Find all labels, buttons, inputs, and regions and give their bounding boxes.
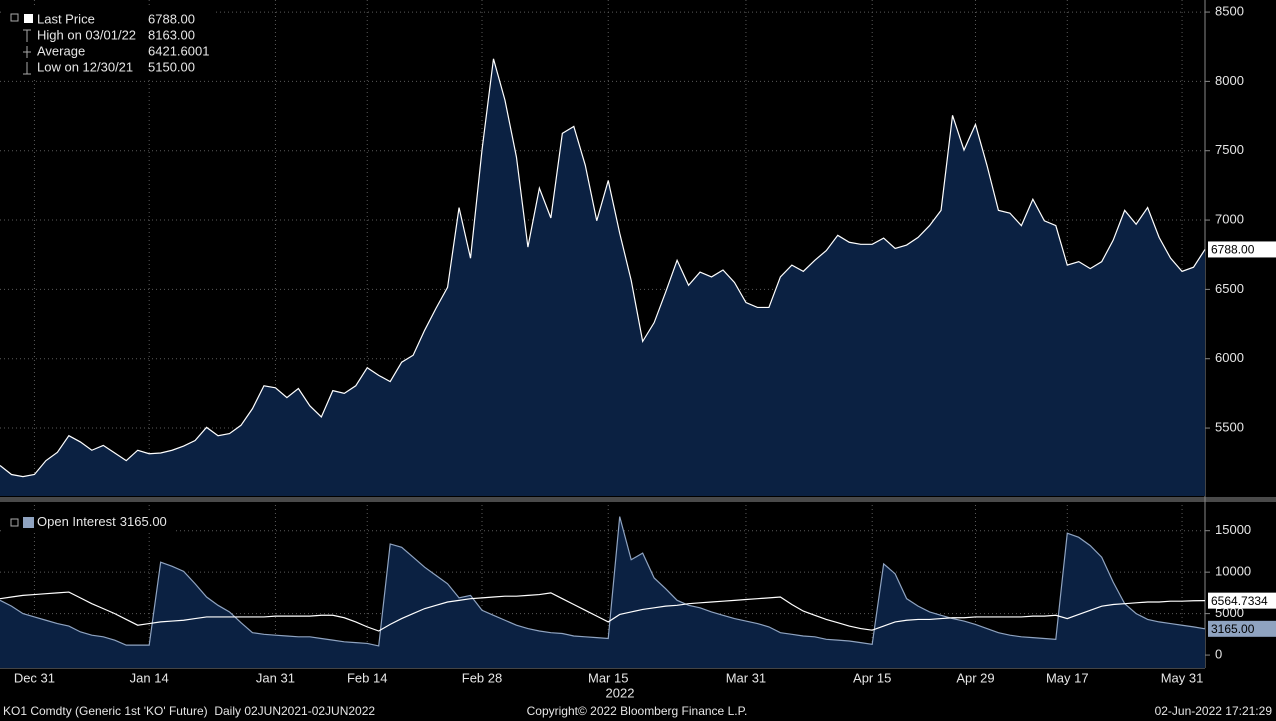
value-label: 6788.00: [1211, 243, 1255, 257]
y-tick-label: 15000: [1215, 522, 1251, 537]
value-label: 3165.00: [1211, 622, 1255, 636]
legend-value: 6788.00: [148, 11, 195, 26]
area: [0, 58, 1205, 497]
legend-box: [4, 513, 176, 533]
plot: 5500 6000 6500 7000 7500 8000 8500 6788.00 0 5000…: [0, 0, 1276, 685]
y-tick-label: 0: [1215, 647, 1222, 662]
footer-right: 02-Jun-2022 17:21:29: [1155, 704, 1273, 718]
y-tick-label: 5500: [1215, 419, 1244, 434]
legend-value: 5150.00: [148, 59, 195, 74]
panel-divider: [0, 497, 1276, 502]
x-tick-label: May 17: [1046, 670, 1089, 685]
legend-value: 3165.00: [120, 514, 167, 529]
area-line: [0, 58, 1206, 478]
line: [0, 591, 1206, 632]
y-tick-label: 5000: [1215, 605, 1244, 620]
legend-label: Last Price: [37, 11, 95, 26]
legend-name: Open Interest: [37, 514, 116, 529]
legend-label: Average: [37, 43, 85, 58]
x-tick-label: May 31: [1161, 670, 1204, 685]
value-label: 6564.7334: [1211, 594, 1268, 608]
x-tick-label: Dec 31: [14, 670, 55, 685]
legend-label: High on 03/01/22: [37, 27, 136, 42]
x-tick-label: Feb 14: [347, 670, 387, 685]
x-tick-label: Jan 14: [130, 670, 169, 685]
y-tick-label: 10000: [1215, 564, 1251, 579]
footer-center: Copyright© 2022 Bloomberg Finance L.P.: [527, 704, 748, 718]
x-tick-label: Mar 15: [588, 670, 628, 685]
footer-left: KO1 Comdty (Generic 1st 'KO' Future) Dai…: [3, 704, 375, 718]
value-tag: [1208, 620, 1276, 637]
legend-label: Open Interest 3165.00: [37, 514, 167, 529]
y-tick-label: 7500: [1215, 142, 1244, 157]
x-tick-label: Apr 15: [853, 670, 891, 685]
y-tick-label: 8000: [1215, 73, 1244, 88]
area: [0, 516, 1205, 668]
legend-label: Low on 12/30/21: [37, 59, 133, 74]
legend-icon: [10, 518, 19, 527]
x-tick-label: Apr 29: [956, 670, 994, 685]
year-label: 2022: [606, 685, 635, 700]
legend-box: [4, 6, 216, 78]
legend-value: 6421.6001: [148, 43, 209, 58]
legend-icon: [10, 13, 19, 22]
x-tick-label: Mar 31: [726, 670, 766, 685]
legend-swatch: [24, 14, 33, 23]
x-tick-label: Feb 28: [462, 670, 502, 685]
x-tick-label: Jan 31: [256, 670, 295, 685]
legend-value: 8163.00: [148, 27, 195, 42]
value-tag: [1208, 241, 1276, 258]
y-tick-label: 6500: [1215, 281, 1244, 296]
y-tick-label: 6000: [1215, 350, 1244, 365]
legend-swatch: [23, 517, 34, 528]
area-line: [0, 516, 1206, 647]
value-tag: [1208, 592, 1276, 609]
y-tick-label: 7000: [1215, 211, 1244, 226]
legend: 2022 KO1 Comdty (Generic 1st 'KO' Future…: [3, 6, 1272, 718]
y-tick-label: 8500: [1215, 4, 1244, 19]
